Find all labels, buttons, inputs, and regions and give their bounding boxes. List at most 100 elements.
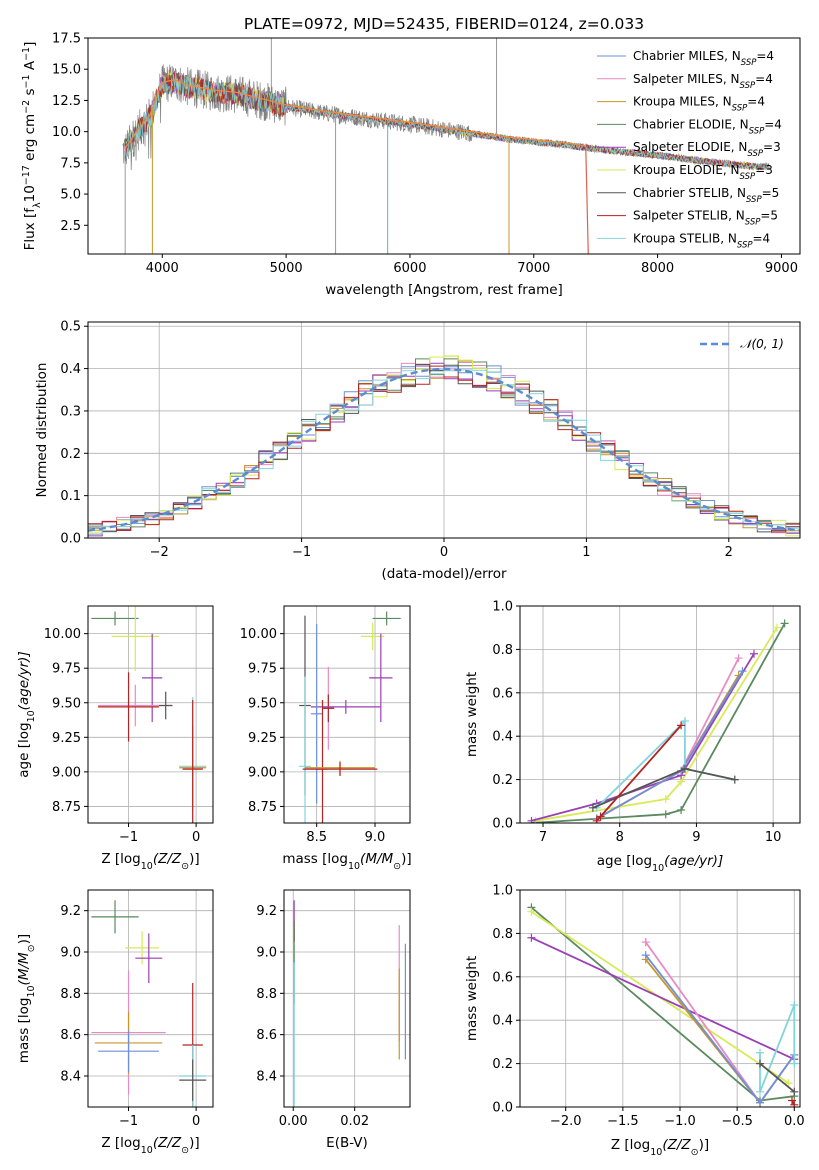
y-tick-label: 8.75 [248, 800, 277, 815]
legend-entry: Salpeter MILES, NSSP=4 [633, 72, 773, 91]
legend-sub: SSP [740, 81, 756, 91]
legend-sub: SSP [737, 240, 753, 250]
axes-frame [519, 605, 801, 824]
x-axis-label: mass [log10(M/M⊙)] [282, 851, 411, 872]
model-line [124, 71, 769, 171]
y-tick-label: 9.75 [52, 662, 81, 677]
legend-sub: SSP [740, 172, 756, 182]
plot-area [88, 355, 800, 537]
y-tick-label: 9.0 [60, 946, 81, 961]
data-point [661, 810, 670, 819]
y-axis-label-part: 10 [22, 185, 38, 202]
y-axis-label: Normed distribution [34, 363, 50, 498]
legend-val: =3 [755, 163, 773, 177]
plot-area [91, 900, 207, 1107]
x-tick-label: 1 [582, 545, 590, 560]
y-tick-label: 9.50 [248, 696, 277, 711]
legend-sub: SSP [732, 104, 748, 114]
legend-val: =4 [764, 117, 782, 131]
y-tick-label: 8.4 [60, 1070, 81, 1085]
x-tick-label: 9000 [765, 261, 798, 276]
x-tick-label: 0.0 [784, 1114, 805, 1129]
x-tick-label: −0.5 [721, 1114, 753, 1129]
x-axis-label-part: Z [log [101, 1135, 140, 1151]
series-line [644, 958, 796, 1105]
mass-vs-ebv-axes: 0.00 0.02 8.4 8.6 8.8 9.0 9.2 E(B-V) [256, 889, 411, 1151]
model-cutoff [585, 147, 589, 254]
data-point [756, 1059, 764, 1068]
x-axis-label-part: )] [401, 851, 412, 867]
data-point [738, 667, 747, 676]
series-line [535, 627, 778, 822]
y-tick-label: 9.2 [60, 904, 81, 919]
x-axis-label-part: ⊙ [393, 861, 401, 872]
legend-sub: SSP [741, 58, 757, 68]
y-tick-label: 9.00 [52, 765, 81, 780]
x-tick-label: 9 [692, 830, 700, 845]
y-axis-label-part: (age/yr)] [16, 651, 32, 710]
legend-sub: SSP [749, 126, 765, 136]
x-tick-label: 0 [192, 830, 200, 845]
axes-frame [87, 37, 801, 255]
legend-val: =4 [747, 95, 765, 109]
y-tick-label: 2.5 [60, 219, 81, 234]
y-axis-label-part: erg cm [22, 114, 38, 165]
x-tick-label: 0.00 [279, 1114, 308, 1129]
legend-entry: Kroupa STELIB, NSSP=4 [633, 231, 770, 250]
x-axis-label-part: mass [log [282, 851, 348, 867]
x-tick-label: 8.5 [306, 830, 327, 845]
series-line [596, 724, 682, 822]
plot-area [293, 900, 406, 1107]
y-axis-label-part: ⊙ [26, 944, 37, 952]
y-tick-label: 0.0 [60, 532, 81, 547]
y-tick-label: 9.25 [248, 731, 277, 746]
legend-sub: SSP [745, 218, 761, 228]
x-axis-label-part: age [log [597, 853, 652, 869]
x-axis-label-part: )] [189, 851, 200, 867]
x-tick-label: 8000 [641, 261, 674, 276]
y-tick-label: 0.2 [60, 447, 81, 462]
residuals-axes: −2 −1 0 1 2 0.0 0.1 0.2 0.3 0.4 0.5 𝒩(0, 1) (data-mo… [34, 320, 801, 582]
y-axis-label-part: )] [16, 934, 32, 945]
data-point [756, 1087, 764, 1096]
data-point [788, 1096, 796, 1105]
data-point [677, 805, 686, 814]
x-tick-label: 8 [616, 830, 624, 845]
legend-entry: Chabrier ELODIE, NSSP=4 [633, 117, 782, 136]
data-point [641, 938, 650, 947]
y-tick-label: 12.5 [52, 94, 81, 109]
legend-val: =4 [753, 231, 771, 245]
x-axis-label-part: (Z/Z [153, 1135, 182, 1151]
legend-entry: Kroupa ELODIE, NSSP=3 [633, 163, 773, 182]
x-tick-label: 2 [725, 545, 733, 560]
weight-vs-Z-axes: −2.0 −1.5 −1.0 −0.5 0.0 0.0 0.2 0.4 0.6 0.8 1.0 Z [… [464, 884, 805, 1158]
y-tick-label: 1.0 [492, 600, 513, 615]
legend-entry: Chabrier STELIB, NSSP=5 [633, 186, 779, 205]
x-tick-label: 9.0 [365, 830, 386, 845]
data-point [661, 795, 670, 804]
data-point [772, 623, 781, 632]
y-axis-label-part: ] [22, 42, 38, 47]
y-tick-label: 0.0 [492, 1101, 513, 1116]
legend-name: Kroupa ELODIE, N [633, 163, 740, 177]
x-axis-label: Z [log10(Z/Z⊙)] [101, 851, 199, 872]
y-tick-label: 0.4 [60, 362, 81, 377]
x-tick-label: −1 [119, 830, 138, 845]
y-axis-label-part: s [22, 88, 38, 99]
y-tick-label: 1.0 [492, 884, 513, 899]
x-axis-label-part: (age/yr)] [664, 853, 723, 869]
y-tick-label: 10.0 [52, 125, 81, 140]
y-axis-label: age [log10(age/yr)] [16, 651, 37, 777]
data-point [749, 649, 758, 658]
series-line [644, 954, 796, 1105]
y-tick-label: 8.75 [52, 800, 81, 815]
y-tick-label: 8.6 [60, 1028, 81, 1043]
x-tick-label: −1 [119, 1114, 138, 1129]
y-tick-label: 0.5 [60, 320, 81, 335]
x-axis-label: Z [log10(Z/Z⊙)] [101, 1135, 199, 1156]
x-axis-label-part: 10 [652, 863, 664, 874]
y-axis-label-part: −2 [21, 100, 32, 114]
y-tick-label: 0.6 [492, 970, 513, 985]
y-axis-label: mass [log10(M/M⊙)] [16, 934, 37, 1063]
